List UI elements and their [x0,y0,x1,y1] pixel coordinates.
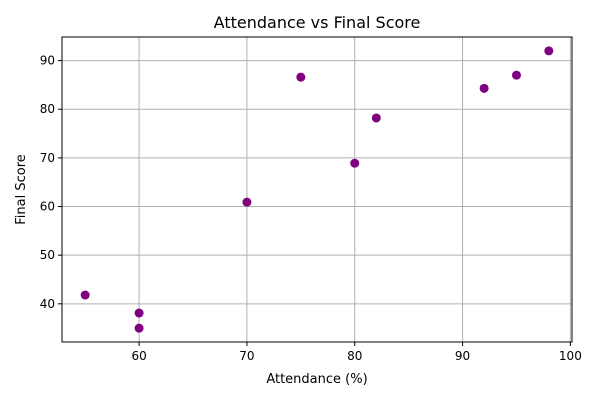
data-point [134,308,144,318]
data-point [371,113,381,123]
data-point [350,158,360,168]
y-tick-label: 80 [40,102,55,116]
x-tick-label: 70 [239,349,254,363]
data-point [296,72,306,82]
data-point [134,323,144,333]
y-axis-label: Final Score [14,154,29,225]
data-point [511,70,521,80]
axis-ticks: 60 70 80 90 100 40 50 60 70 80 90 [40,54,582,363]
grid [62,37,572,342]
y-tick-label: 40 [40,297,55,311]
data-points [80,46,554,333]
plot-frame [61,36,573,343]
data-point [544,46,554,56]
x-tick-label: 90 [455,349,470,363]
x-tick-label: 60 [131,349,146,363]
y-tick-label: 70 [40,151,55,165]
chart-title: Attendance vs Final Score [214,13,421,32]
data-point [80,290,90,300]
x-tick-label: 80 [347,349,362,363]
y-tick-label: 60 [40,200,55,214]
data-point [242,197,252,207]
data-point [479,83,489,93]
x-tick-label: 100 [559,349,582,363]
y-tick-label: 50 [40,248,55,262]
y-tick-label: 90 [40,54,55,68]
x-axis-label: Attendance (%) [266,372,367,387]
